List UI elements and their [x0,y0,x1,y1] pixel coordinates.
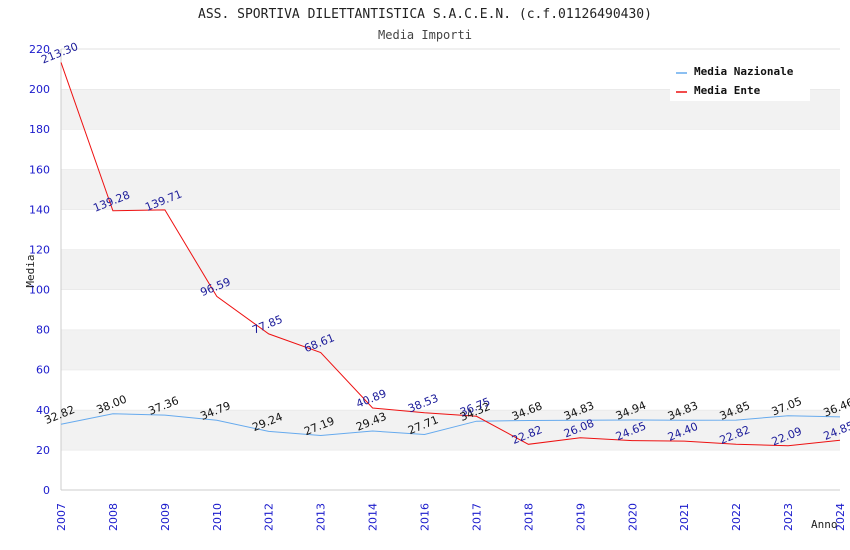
y-tick-label: 80 [36,324,50,337]
x-axis-ticks: 2007 2008 2009 2010 2012 2013 2014 2016 2017 2018… [55,503,847,531]
x-tick-label: 2018 [522,503,535,531]
grid-band [61,449,840,490]
y-tick-label: 180 [29,123,50,136]
legend: Media Nazionale Media Ente [670,60,810,101]
y-axis-label: Media [24,254,37,287]
y-tick-label: 20 [36,444,50,457]
y-tick-label: 140 [29,203,50,216]
x-axis-label: Anno [811,518,838,531]
y-tick-label: 100 [29,284,50,297]
legend-label-media-nazionale: Media Nazionale [694,65,794,78]
grid-band [61,329,840,370]
legend-label-media-ente: Media Ente [694,84,761,97]
chart-title: ASS. SPORTIVA DILETTANTISTICA S.A.C.E.N.… [198,7,652,22]
series-line-media-ente [60,62,841,447]
y-tick-label: 160 [29,163,50,176]
y-axis-ticks: 0 20 40 60 80 100 120 140 160 180 200 220 [29,43,50,497]
y-tick-label: 220 [29,43,50,56]
grid-band [61,209,840,250]
x-tick-label: 2014 [367,503,380,531]
grid-band [61,409,840,450]
y-tick-label: 60 [36,364,50,377]
x-tick-label: 2022 [730,503,743,531]
x-tick-label: 2023 [782,503,795,531]
grid-band [61,249,840,290]
y-tick-label: 0 [43,484,50,497]
y-tick-label: 120 [29,243,50,256]
y-tick-label: 40 [36,404,50,417]
series-line-media-nazionale [60,413,841,437]
x-tick-label: 2012 [263,503,276,531]
x-tick-label: 2013 [315,503,328,531]
y-tick-label: 200 [29,83,50,96]
series-lines [60,62,841,447]
x-tick-label: 2009 [159,503,172,531]
chart-subtitle: Media Importi [378,28,472,42]
x-tick-label: 2008 [107,503,120,531]
axes [60,49,840,491]
x-tick-label: 2021 [678,503,691,531]
grid-band [61,289,840,330]
x-tick-label: 2017 [470,503,483,531]
x-tick-label: 2010 [211,503,224,531]
x-tick-label: 2016 [419,503,432,531]
legend-box [670,60,810,101]
x-tick-label: 2019 [574,503,587,531]
x-tick-label: 2007 [55,503,68,531]
grid-band [61,129,840,170]
grid-band [61,369,840,410]
grid-bands [61,48,840,490]
grid-band [61,169,840,210]
x-tick-label: 2020 [626,503,639,531]
x-tick-label: 2024 [834,503,847,531]
